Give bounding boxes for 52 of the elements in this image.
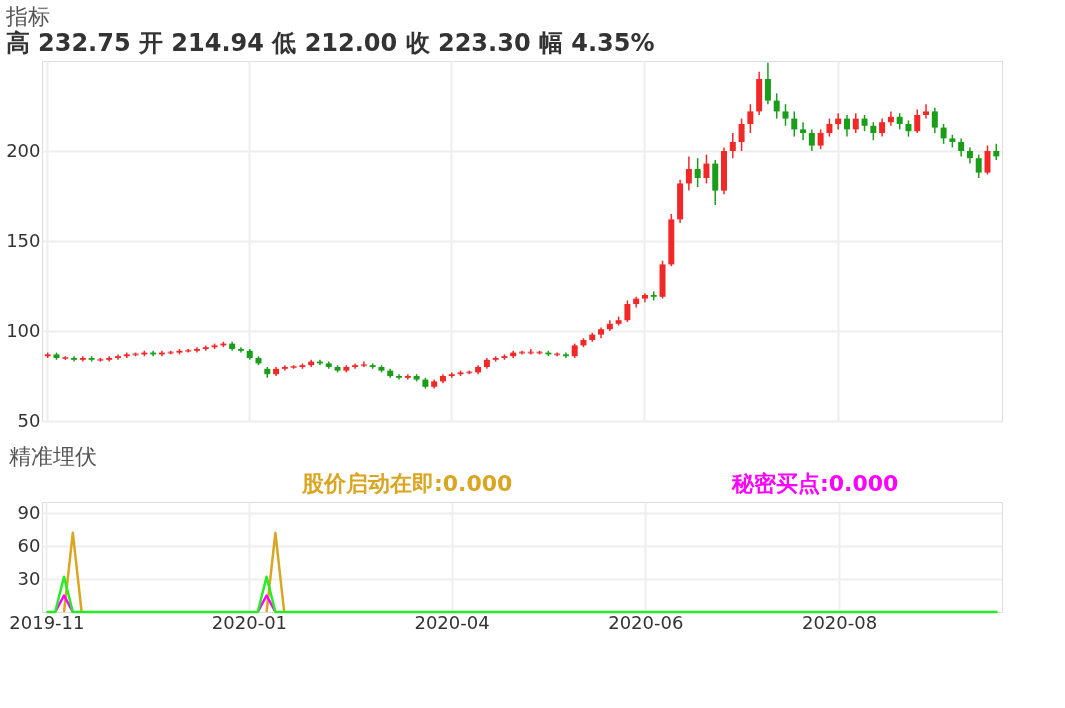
x-tick-label: 2020-01	[211, 611, 288, 633]
text: 股价启动在即:0.000	[301, 471, 513, 496]
candlestick	[202, 344, 209, 352]
y-tick-label: 50	[17, 409, 41, 431]
candlestick	[194, 346, 201, 354]
candlestick	[984, 144, 991, 176]
text: 秘密买点:0.000	[731, 471, 899, 496]
candlestick	[685, 155, 692, 192]
text: 高 232.75 开 214.94 低 212.00 收 223.30 幅 4.35%	[5, 29, 655, 57]
chart-title: 精准埋伏	[8, 444, 97, 469]
y-tick-label: 150	[6, 229, 41, 251]
candlestick	[817, 128, 824, 150]
candlestick	[914, 108, 921, 134]
candlestick	[79, 355, 86, 363]
y-tick-label: 100	[6, 319, 41, 341]
candlestick	[106, 355, 113, 363]
candlestick	[694, 157, 701, 188]
candlestick	[114, 353, 121, 361]
candlestick	[738, 117, 745, 152]
candlestick	[747, 103, 754, 134]
candlestick	[782, 103, 789, 127]
x-tick-label: 2020-06	[608, 611, 684, 633]
candlestick	[396, 373, 403, 381]
candlestick	[843, 114, 850, 138]
candlestick	[703, 153, 710, 185]
candlestick	[852, 112, 859, 134]
candlestick	[281, 364, 288, 372]
candlestick	[71, 355, 78, 363]
y-tick-label: 200	[6, 139, 41, 161]
x-tick-label: 2020-08	[801, 611, 878, 633]
chart-title: 指标	[4, 4, 50, 29]
candlestick	[791, 110, 798, 138]
candlestick	[773, 92, 780, 120]
candlestick	[808, 128, 815, 152]
candlestick	[729, 132, 736, 159]
candlestick	[764, 62, 771, 105]
y-tick-label: 30	[17, 567, 41, 589]
x-tick-label: 2020-04	[414, 611, 490, 633]
candlestick	[940, 123, 947, 145]
candlestick	[800, 121, 807, 141]
candlestick	[975, 153, 982, 179]
candlestick	[887, 110, 894, 127]
candlestick	[931, 107, 938, 134]
candlestick	[404, 373, 411, 381]
y-tick-label: 90	[17, 501, 41, 523]
candlestick	[923, 103, 930, 120]
x-tick-label: 2019-11	[9, 611, 85, 633]
y-tick-label: 60	[17, 534, 41, 556]
candlestick	[624, 299, 631, 323]
candlestick	[835, 112, 842, 131]
candlestick	[237, 346, 244, 354]
candlestick	[352, 362, 359, 370]
